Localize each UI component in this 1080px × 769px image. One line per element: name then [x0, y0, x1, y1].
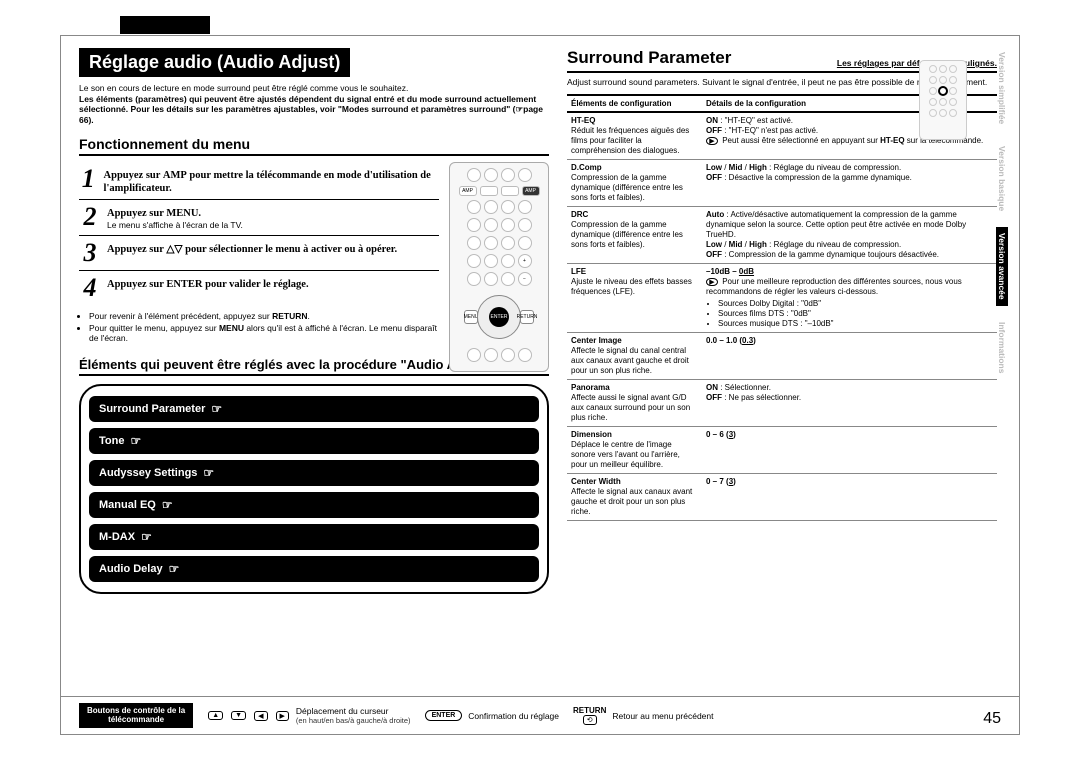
side-tab[interactable]: Informations — [996, 316, 1008, 379]
cursor-subtext: (en haut/en bas/à gauche/à droite) — [296, 716, 411, 725]
parameter-table: Éléments de configuration Détails de la … — [567, 94, 997, 521]
table-row: DimensionDéplace le centre de l'image so… — [567, 426, 997, 473]
menu-item: Audio Delay ☞ — [89, 556, 539, 582]
audio-adjust-title: Réglage audio (Audio Adjust) — [79, 48, 350, 77]
right-key-icon: ▶ — [276, 711, 289, 721]
table-row: D.CompCompression de la gamme dynamique … — [567, 159, 997, 206]
manual-page: Réglage audio (Audio Adjust) Le son en c… — [60, 35, 1020, 735]
table-row: DRCCompression de la gamme dynamique (di… — [567, 206, 997, 263]
defaults-note: Les réglages par défaut sont soulignés. — [837, 58, 997, 68]
down-key-icon: ▼ — [231, 711, 246, 720]
up-key-icon: ▲ — [208, 711, 223, 720]
footer-label: Boutons de contrôle de latélécommande — [79, 703, 193, 729]
table-row: PanoramaAffecte aussi le signal avant G/… — [567, 379, 997, 426]
enter-key-icon: ENTER — [425, 710, 463, 721]
side-tab-nav: Version simplifiée Version basique Version… — [993, 46, 1011, 380]
table-row: Center ImageAffecte le signal du canal c… — [567, 332, 997, 379]
cursor-text: Déplacement du curseur — [296, 706, 411, 716]
menu-operation-head: Fonctionnement du menu — [79, 136, 549, 156]
dpad-icon: MENU ENTER RETURN — [464, 292, 534, 342]
table-row: Center WidthAffecte le signal aux canaux… — [567, 473, 997, 520]
step-3: 3Appuyez sur △▽ pour sélectionner le men… — [79, 236, 439, 271]
note-item: Pour revenir à l'élément précédent, appu… — [89, 311, 439, 321]
return-text: Retour au menu précédent — [612, 711, 713, 721]
step-2: 2Appuyez sur MENU.Le menu s'affiche à l'… — [79, 200, 439, 236]
menu-item: Audyssey Settings ☞ — [89, 460, 539, 486]
left-key-icon: ◀ — [254, 711, 267, 721]
steps-box: 1Appuyez sur AMP pour mettre la télécomm… — [79, 162, 549, 343]
menu-item: Manual EQ ☞ — [89, 492, 539, 518]
side-tab[interactable]: Version avancée — [996, 227, 1008, 306]
menu-item: Surround Parameter ☞ — [89, 396, 539, 422]
footer-bar: Boutons de contrôle de latélécommande ▲ … — [61, 696, 1019, 734]
surround-parameter-title: Surround Parameter — [567, 48, 731, 68]
page-number: 45 — [983, 710, 1001, 728]
right-column: Surround Parameter Les réglages par défa… — [567, 48, 997, 594]
remote-illustration: AMPAMP + − MENU ENTER RETURN — [449, 162, 549, 372]
return-label: RETURN — [573, 706, 606, 715]
menu-item: M-DAX ☞ — [89, 524, 539, 550]
side-tab[interactable]: Version basique — [996, 140, 1008, 217]
note-item: Pour quitter le menu, appuyez sur MENU a… — [89, 323, 439, 343]
enter-text: Confirmation du réglage — [468, 711, 559, 721]
step-1: 1Appuyez sur AMP pour mettre la télécomm… — [79, 162, 439, 200]
return-key-icon: ⟲ — [583, 715, 597, 725]
th-elements: Éléments de configuration — [567, 95, 702, 112]
left-column: Réglage audio (Audio Adjust) Le son en c… — [79, 48, 549, 594]
menu-item: Tone ☞ — [89, 428, 539, 454]
notes-list: Pour revenir à l'élément précédent, appu… — [79, 311, 439, 343]
side-tab[interactable]: Version simplifiée — [996, 46, 1008, 130]
mini-remote-icon — [919, 60, 967, 140]
top-black-tab — [120, 16, 210, 34]
menu-items-panel: Surround Parameter ☞ Tone ☞ Audyssey Setti… — [79, 384, 549, 594]
table-row: LFEAjuste le niveau des effets basses fr… — [567, 263, 997, 332]
intro-text: Le son en cours de lecture en mode surro… — [79, 83, 549, 126]
step-4: 4Appuyez sur ENTER pour valider le régla… — [79, 271, 439, 305]
